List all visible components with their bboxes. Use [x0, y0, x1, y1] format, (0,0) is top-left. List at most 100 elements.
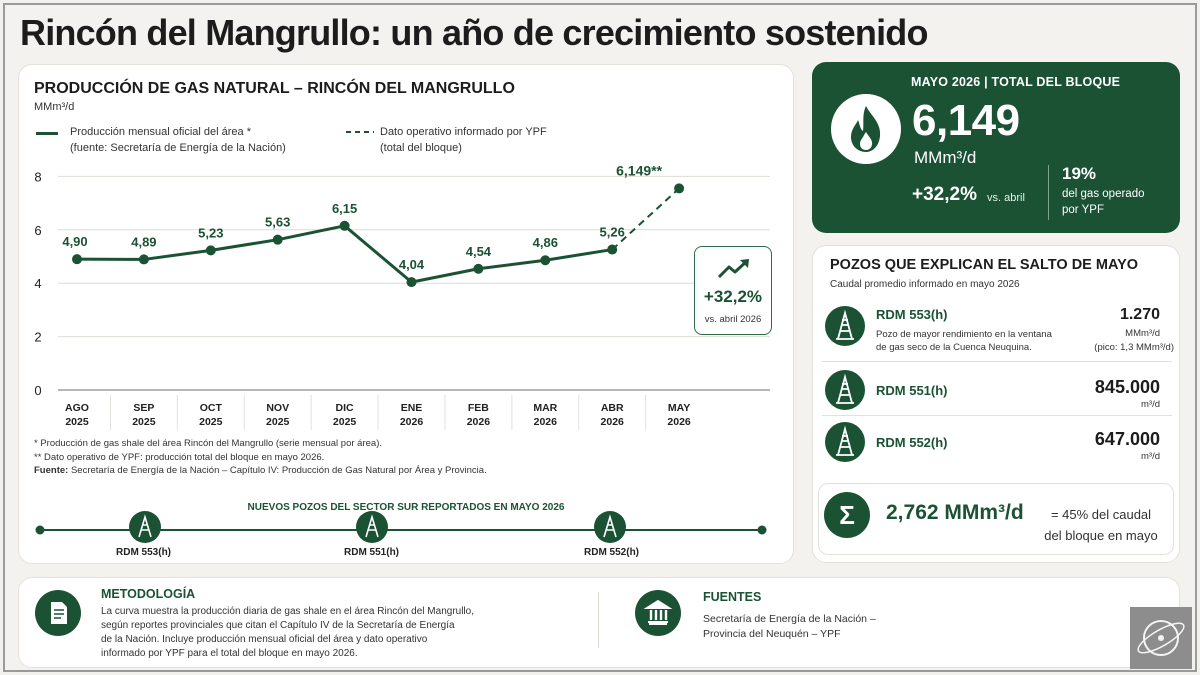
x-tick-year: 2026 [601, 416, 625, 428]
well-value-1: 1.270 [1119, 306, 1160, 323]
timeline-label-1: RDM 553(h) [116, 547, 172, 558]
hero-share-text: del gas operado por YPF [1062, 188, 1145, 216]
well-separator [822, 361, 1172, 362]
hero-share: 19% [1062, 164, 1097, 183]
hero-unit: MMm³/d [914, 148, 977, 167]
y-tick-label: 0 [34, 383, 41, 398]
timeline-label-3: RDM 552(h) [584, 547, 640, 558]
data-point [473, 263, 484, 274]
data-point [540, 255, 551, 266]
x-tick-year: 2025 [199, 416, 223, 428]
callout-subtitle: vs. abril 2026 [704, 314, 762, 325]
data-label: 4,90 [62, 234, 87, 249]
x-tick-month: AGO [65, 402, 89, 414]
y-tick-label: 4 [34, 276, 41, 291]
x-tick-month: MAR [533, 402, 557, 414]
well-name-1: RDM 553(h) [876, 307, 948, 322]
timeline-end-dot [757, 525, 767, 535]
x-tick-year: 2026 [667, 416, 691, 428]
y-tick-label: 6 [34, 223, 41, 238]
methodology-title: METODOLOGÍA [101, 587, 196, 601]
oil-rig-icon [825, 370, 865, 410]
sigma-icon: Σ [824, 492, 870, 538]
hero-divider [1048, 165, 1049, 220]
hero-value: 6,149 [912, 96, 1020, 145]
legend-solid-label: Producción mensual oficial del área * (f… [70, 126, 286, 154]
wells-timeline [35, 511, 767, 543]
x-tick-month: OCT [200, 402, 223, 414]
x-tick-month: NOV [266, 402, 289, 414]
legend-dashed-swatch [346, 131, 374, 133]
chart-title: PRODUCCIÓN DE GAS NATURAL – RINCÓN DEL M… [34, 80, 515, 97]
x-tick-year: 2026 [467, 416, 491, 428]
data-label: 6,149** [616, 162, 662, 178]
hero-growth: +32,2% [912, 184, 977, 205]
x-tick-month: ENE [401, 402, 423, 414]
oil-rig-icon [825, 306, 865, 346]
x-tick-month: FEB [468, 402, 489, 414]
x-tick-year: 2025 [266, 416, 290, 428]
x-tick-month: DIC [336, 402, 355, 414]
wells-sum-value: 2,762 MMm³/d [886, 501, 1024, 524]
well-unit-3: m³/d [1141, 451, 1160, 462]
x-tick-year: 2026 [400, 416, 424, 428]
series-line-2 [611, 187, 680, 251]
sources-title: FUENTES [703, 590, 762, 604]
x-tick-year: 2026 [534, 416, 558, 428]
data-point [72, 254, 82, 265]
trend-up-icon [717, 259, 749, 279]
well-unit-1: MMm³/d [1125, 328, 1160, 339]
bottom-divider [598, 592, 599, 648]
x-tick-year: 2025 [132, 416, 156, 428]
data-label: 4,04 [399, 257, 425, 272]
publisher-logo [1130, 607, 1192, 669]
data-point [272, 234, 283, 245]
y-tick-label: 8 [34, 169, 41, 184]
line-chart: 0 2 4 6 8 AGO 2025 SEP 2025 OCT 2025 NOV 2025 DIC 2025… [34, 162, 770, 430]
data-point [339, 220, 350, 231]
methodology-card [18, 577, 1180, 668]
data-label: 5,26 [600, 225, 625, 240]
flame-icon [831, 94, 901, 164]
wells-sum-box [818, 483, 1174, 555]
document-icon [35, 590, 81, 636]
y-tick-label: 2 [34, 330, 41, 345]
data-point [138, 254, 149, 265]
institution-icon [635, 590, 681, 636]
chart-source: Fuente: Secretaría de Energía de la Naci… [34, 465, 487, 476]
well-value-3: 647.000 [1094, 429, 1160, 449]
chart-card [18, 64, 794, 564]
sources-text: Secretaría de Energía de la Nación – Pro… [703, 613, 876, 640]
callout-value: +32,2% [703, 287, 763, 306]
well-value-2: 845.000 [1094, 377, 1160, 397]
timeline-well-icon-1 [129, 511, 161, 543]
growth-callout: +32,2% vs. abril 2026 [694, 246, 772, 335]
data-label: 4,89 [131, 234, 156, 249]
timeline-well-icon-2 [356, 511, 388, 543]
well-separator [822, 415, 1172, 416]
wells-title: POZOS QUE EXPLICAN EL SALTO DE MAYO [830, 257, 1139, 273]
wells-sum-text: = 45% del caudal del bloque en mayo [1044, 507, 1158, 543]
well-name-3: RDM 552(h) [876, 435, 948, 450]
oil-rig-icon [825, 422, 865, 462]
series-line-1 [76, 224, 613, 284]
wells-subtitle: Caudal promedio informado en mayo 2026 [830, 279, 1020, 290]
legend-dashed-label: Dato operativo informado por YPF (total … [380, 126, 547, 154]
data-label: 5,23 [198, 225, 223, 240]
data-label: 5,63 [265, 215, 290, 230]
hero-growth-reference: vs. abril [987, 192, 1025, 204]
page-title: Rincón del Mangrullo: un año de crecimie… [20, 12, 928, 53]
well-desc-1: Pozo de mayor rendimiento en la ventana … [876, 329, 1052, 353]
timeline-well-icon-3 [594, 511, 626, 543]
x-tick-month: ABR [601, 402, 624, 414]
well-unit-2: m³/d [1141, 399, 1160, 410]
data-label: 6,15 [332, 201, 357, 216]
well-peak-1: (pico: 1,3 MMm³/d) [1094, 342, 1174, 353]
wells-card [812, 245, 1180, 563]
timeline-title: NUEVOS POZOS DEL SECTOR SUR REPORTADOS E… [247, 502, 565, 513]
x-tick-year: 2025 [333, 416, 357, 428]
timeline-label-2: RDM 551(h) [344, 547, 400, 558]
note-1: * Producción de gas shale del área Rincó… [34, 438, 382, 449]
data-label: 4,86 [533, 235, 558, 250]
data-point [406, 277, 417, 288]
